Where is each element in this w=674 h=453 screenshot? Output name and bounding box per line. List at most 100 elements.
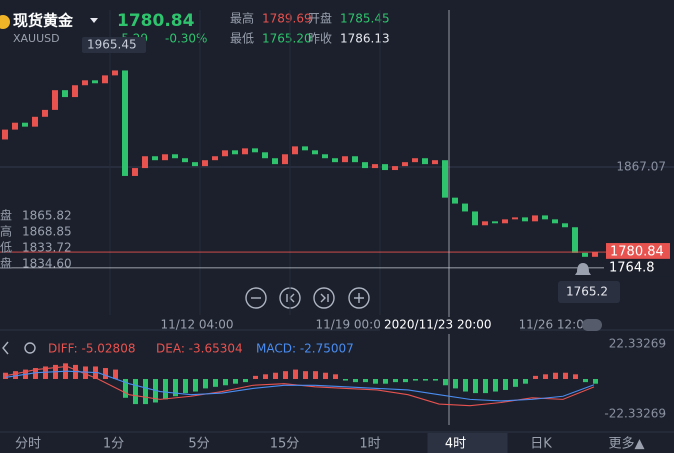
macd-bar bbox=[483, 379, 488, 394]
ohlc-value: 1834.60 bbox=[22, 257, 72, 271]
candle bbox=[472, 211, 478, 226]
macd-bar bbox=[523, 379, 528, 384]
macd-line bbox=[4, 370, 595, 402]
candle bbox=[312, 150, 318, 155]
change-pct: -0.30% bbox=[165, 32, 207, 46]
macd-bar bbox=[283, 371, 288, 379]
macd-bar bbox=[443, 379, 448, 386]
cursor-tag bbox=[604, 258, 670, 277]
macd-bar bbox=[243, 379, 248, 383]
macd-bar bbox=[393, 379, 398, 383]
macd-bar bbox=[33, 368, 38, 379]
zoom-out[interactable] bbox=[245, 287, 267, 309]
macd-bar bbox=[343, 379, 348, 381]
tab[interactable]: 5分 bbox=[188, 437, 209, 452]
macd-bar bbox=[333, 374, 338, 379]
candle bbox=[342, 156, 348, 163]
candle bbox=[132, 168, 138, 176]
macd-bar bbox=[83, 366, 88, 379]
candle bbox=[242, 148, 248, 155]
ohlc-value: 1865.82 bbox=[22, 209, 72, 223]
back[interactable] bbox=[2, 341, 9, 355]
macd-legend: DIFF: -5.02808 bbox=[48, 342, 135, 356]
toggle[interactable] bbox=[582, 319, 602, 331]
tab[interactable]: 1时 bbox=[359, 437, 380, 452]
macd-bar bbox=[273, 372, 278, 379]
macd-bar bbox=[573, 374, 578, 379]
candle bbox=[272, 158, 278, 165]
price-tag bbox=[606, 243, 670, 262]
macd-bar bbox=[133, 379, 138, 405]
x-tick-label: 11/12 04:00 bbox=[161, 318, 234, 332]
candle bbox=[282, 154, 288, 165]
candle bbox=[142, 156, 148, 169]
y-tick-label: 1867.07 bbox=[616, 160, 666, 174]
tab[interactable]: 更多▲ bbox=[609, 436, 645, 452]
candle bbox=[402, 162, 408, 167]
macd-bar bbox=[13, 371, 18, 379]
candle bbox=[482, 221, 488, 226]
macd-bar bbox=[423, 379, 428, 381]
candle bbox=[462, 203, 468, 212]
candle bbox=[212, 156, 218, 161]
macd-bar bbox=[163, 379, 168, 400]
zoom-in[interactable] bbox=[348, 287, 370, 309]
tab[interactable]: 日K bbox=[530, 437, 552, 452]
candle bbox=[262, 152, 268, 159]
macd-bar bbox=[213, 379, 218, 387]
candle bbox=[232, 150, 238, 155]
tab[interactable]: 4时 bbox=[445, 437, 466, 452]
candle bbox=[452, 197, 458, 204]
candle bbox=[422, 158, 428, 165]
macd-bar bbox=[263, 374, 268, 379]
x-tick-label: 11/26 12:00 bbox=[519, 318, 592, 332]
tab[interactable]: 15分 bbox=[270, 437, 300, 452]
macd-bar bbox=[583, 379, 588, 383]
settings[interactable] bbox=[24, 342, 36, 354]
macd-bar bbox=[453, 379, 458, 389]
candle bbox=[122, 70, 128, 176]
candle bbox=[292, 146, 298, 155]
candle bbox=[322, 154, 328, 159]
macd-bar bbox=[223, 379, 228, 386]
macd-bar bbox=[473, 379, 478, 394]
macd-bar bbox=[353, 379, 358, 383]
tab[interactable]: 1分 bbox=[103, 437, 124, 452]
macd-bar bbox=[413, 379, 418, 381]
controls bbox=[2, 287, 370, 355]
next[interactable] bbox=[313, 287, 335, 309]
candle bbox=[562, 223, 568, 228]
current-price: 1780.84 bbox=[610, 245, 664, 260]
ohlc-value: 1868.85 bbox=[22, 225, 72, 239]
macd-bar bbox=[123, 379, 128, 398]
stat-label: 昨收 bbox=[308, 32, 332, 46]
name: 现货黄金 bbox=[13, 12, 74, 30]
macd-bar bbox=[373, 379, 378, 384]
peak-label: 1965.45 bbox=[87, 38, 137, 52]
macd-bar bbox=[403, 379, 408, 383]
candle bbox=[502, 219, 508, 224]
candle bbox=[352, 156, 358, 163]
candle bbox=[62, 90, 68, 98]
macd-bar bbox=[323, 372, 328, 379]
tab[interactable]: 分时 bbox=[15, 437, 41, 452]
ohlc-label: 最低 bbox=[0, 241, 12, 255]
macd-bar bbox=[103, 368, 108, 379]
candle bbox=[32, 116, 38, 127]
macd-bar bbox=[363, 379, 368, 383]
ohlc-label: 收盘 bbox=[0, 256, 12, 271]
macd-bar bbox=[383, 379, 388, 384]
candle bbox=[92, 80, 98, 84]
stat-value: 1786.13 bbox=[340, 32, 390, 46]
dropdown[interactable] bbox=[90, 18, 98, 23]
macd-bar bbox=[503, 379, 508, 390]
macd-bar bbox=[533, 375, 538, 379]
macd-bar bbox=[433, 379, 438, 381]
ohlc-label: 开盘 bbox=[0, 208, 12, 223]
active-tab bbox=[427, 433, 508, 453]
alert-label: 1765.2 bbox=[566, 285, 608, 299]
macd-bar bbox=[313, 371, 318, 379]
macd-bar bbox=[543, 374, 548, 379]
stat-label: 最低 bbox=[230, 32, 254, 46]
